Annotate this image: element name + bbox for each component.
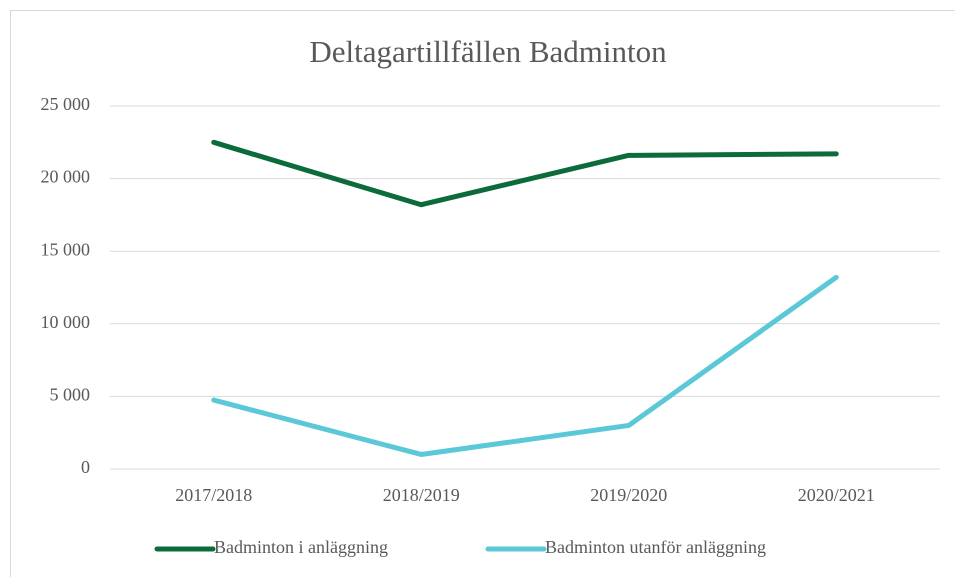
y-tick-label: 15 000 (41, 239, 91, 259)
chart-title: Deltagartillfällen Badminton (309, 34, 667, 69)
x-tick-label: 2018/2019 (383, 485, 460, 505)
series-line (211, 139, 839, 208)
x-tick-label: 2017/2018 (175, 485, 252, 505)
y-tick-label: 25 000 (41, 94, 91, 114)
y-tick-label: 10 000 (41, 312, 91, 332)
x-tick-label: 2020/2021 (798, 485, 875, 505)
y-tick-label: 20 000 (41, 167, 91, 187)
series-line (211, 274, 839, 457)
chart-border (10, 10, 955, 577)
y-tick-label: 0 (81, 457, 90, 477)
legend-label: Badminton i anläggning (214, 537, 388, 557)
x-tick-label: 2019/2020 (590, 485, 667, 505)
y-tick-label: 5 000 (50, 385, 91, 405)
legend-label: Badminton utanför anläggning (545, 537, 766, 557)
